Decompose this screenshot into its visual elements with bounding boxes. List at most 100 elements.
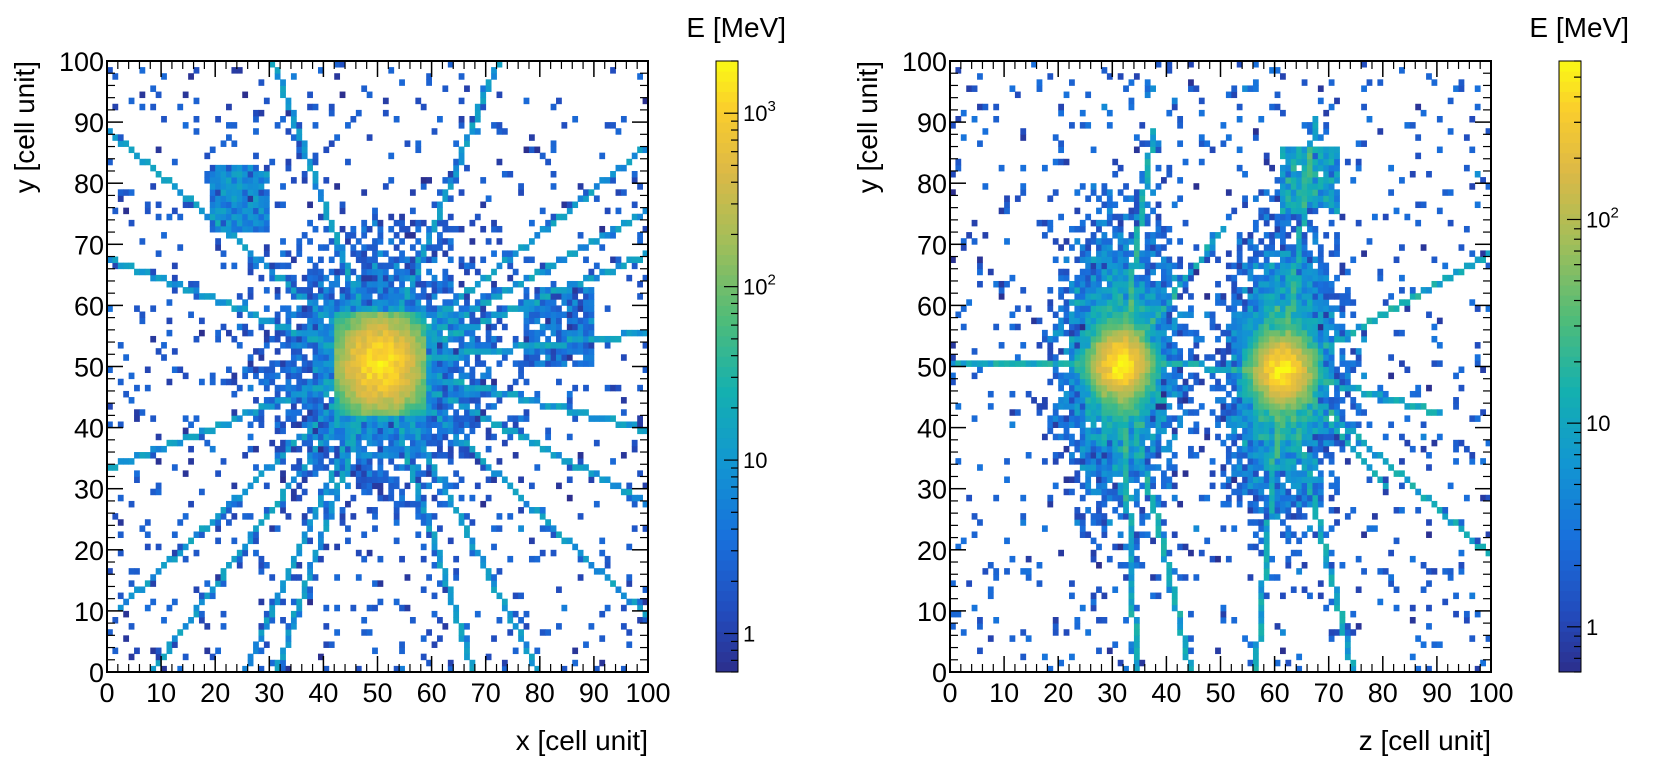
heatmap-cell — [1231, 452, 1238, 459]
heatmap-cell — [1160, 500, 1167, 508]
heatmap-cell — [307, 238, 313, 245]
heatmap-cell — [1020, 189, 1027, 196]
heatmap-cell — [1150, 207, 1156, 215]
heatmap-cell — [1020, 519, 1027, 526]
heatmap-cell — [345, 452, 351, 459]
heatmap-cell — [263, 97, 270, 105]
heatmap-cell — [1247, 445, 1254, 453]
heatmap-cell — [290, 348, 297, 355]
heatmap-cell — [323, 311, 330, 319]
heatmap-cell — [345, 482, 351, 490]
heatmap-cell — [1247, 507, 1254, 514]
heatmap-cell — [372, 342, 378, 349]
heatmap-cell — [534, 348, 541, 355]
heatmap-cell — [1090, 439, 1097, 447]
heatmap-cell — [323, 293, 330, 300]
heatmap-cell — [1112, 372, 1119, 380]
heatmap-cell — [1096, 348, 1102, 355]
heatmap-cell — [198, 329, 205, 337]
heatmap-cell — [285, 274, 292, 282]
heatmap-cell — [491, 287, 497, 294]
heatmap-cell — [577, 232, 584, 239]
heatmap-cell — [1155, 439, 1162, 447]
heatmap-cell — [523, 329, 530, 337]
heatmap-cell — [550, 317, 557, 325]
heatmap-cell — [393, 537, 400, 545]
heatmap-cell — [323, 415, 330, 422]
heatmap-cell — [447, 659, 454, 667]
heatmap-cell — [253, 213, 259, 221]
heatmap-cell — [977, 647, 983, 655]
heatmap-cell — [1123, 476, 1129, 483]
heatmap-cell — [139, 268, 146, 276]
colorbar-tick-label: 1 — [743, 622, 755, 647]
heatmap-cell — [437, 452, 443, 459]
heatmap-cell — [247, 354, 254, 361]
heatmap-cell — [1258, 598, 1265, 606]
heatmap-cell — [123, 354, 130, 361]
heatmap-cell — [1079, 348, 1086, 355]
heatmap-cell — [382, 311, 389, 319]
heatmap-cell — [1074, 189, 1081, 196]
heatmap-cell — [123, 140, 130, 147]
heatmap-cell — [226, 500, 232, 508]
heatmap-cell — [1242, 201, 1248, 209]
heatmap-cell — [615, 384, 622, 392]
heatmap-cell — [226, 189, 232, 196]
heatmap-cell — [528, 348, 535, 355]
heatmap-cell — [339, 287, 346, 294]
heatmap-cell — [1198, 445, 1205, 453]
heatmap-cell — [247, 183, 254, 190]
heatmap-cell — [1188, 635, 1194, 642]
heatmap-cell — [1150, 360, 1156, 367]
heatmap-cell — [1171, 531, 1178, 538]
heatmap-cell — [1155, 421, 1162, 428]
heatmap-cell — [1225, 403, 1232, 410]
heatmap-cell — [1058, 109, 1065, 117]
heatmap-cell — [523, 623, 530, 630]
heatmap-cell — [420, 635, 427, 642]
heatmap-cell — [404, 140, 411, 147]
heatmap-cell — [1150, 293, 1156, 300]
heatmap-cell — [355, 280, 362, 288]
heatmap-cell — [550, 262, 557, 270]
heatmap-cell — [1117, 335, 1124, 343]
heatmap-cell — [236, 342, 243, 349]
heatmap-cell — [442, 409, 449, 416]
heatmap-cell — [1144, 177, 1151, 184]
heatmap-cell — [361, 476, 368, 483]
heatmap-cell — [426, 464, 432, 471]
heatmap-cell — [453, 177, 460, 184]
heatmap-cell — [269, 439, 276, 447]
heatmap-cell — [1166, 378, 1173, 386]
heatmap-cell — [1182, 280, 1189, 288]
heatmap-cell — [258, 317, 265, 325]
heatmap-cell — [426, 342, 432, 349]
heatmap-cell — [242, 372, 249, 380]
heatmap-cell — [1144, 232, 1151, 239]
heatmap-cell — [1090, 598, 1097, 606]
heatmap-cell — [382, 250, 389, 257]
heatmap-cell — [1074, 476, 1081, 483]
heatmap-cell — [993, 494, 1000, 502]
heatmap-cell — [501, 659, 508, 667]
heatmap-cell — [1096, 311, 1102, 319]
heatmap-cell — [323, 513, 330, 520]
heatmap-cell — [307, 323, 313, 331]
heatmap-cell — [431, 366, 438, 374]
heatmap-cell — [1209, 458, 1216, 465]
heatmap-cell — [388, 421, 395, 428]
heatmap-cell — [637, 604, 643, 612]
heatmap-cell — [534, 232, 541, 239]
heatmap-cell — [1052, 335, 1059, 343]
heatmap-cell — [1193, 183, 1200, 190]
heatmap-cell — [637, 329, 643, 337]
heatmap-cell — [350, 445, 357, 453]
heatmap-cell — [1128, 513, 1135, 520]
heatmap-cell — [512, 610, 519, 618]
heatmap-cell — [626, 158, 633, 166]
heatmap-cell — [377, 354, 384, 361]
heatmap-cell — [339, 293, 346, 300]
colorbar-swatch — [716, 478, 738, 490]
heatmap-cell — [1096, 617, 1102, 624]
